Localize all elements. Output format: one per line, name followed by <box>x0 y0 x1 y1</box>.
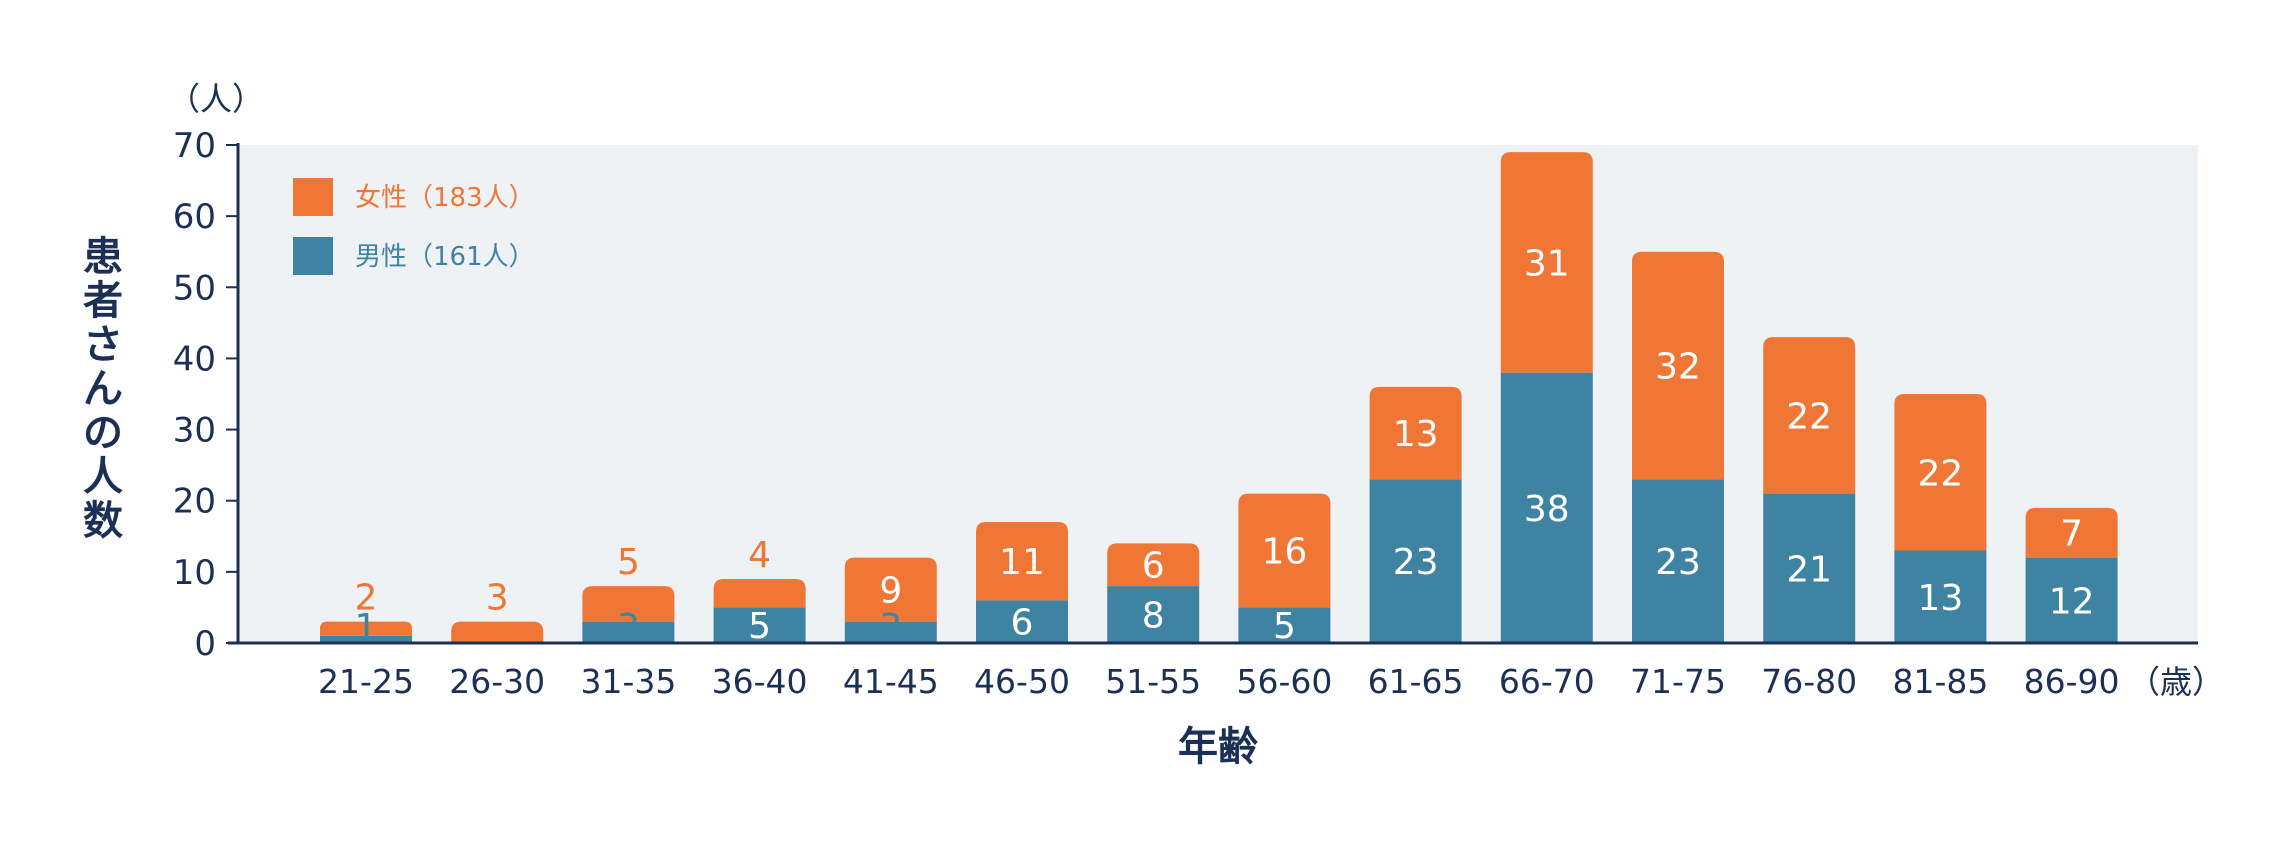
legend-label-female: 女性（183人） <box>355 183 535 213</box>
x-tick-label: 51-55 <box>1105 662 1201 701</box>
x-unit-label: （歳） <box>2128 663 2224 701</box>
x-tick-label: 21-25 <box>318 662 414 701</box>
data-label-male: 21 <box>1786 549 1832 590</box>
y-tick-label: 60 <box>173 197 216 237</box>
bar-male <box>1500 372 1593 643</box>
x-tick-label: 61-65 <box>1368 662 1464 701</box>
bar-male <box>976 600 1068 643</box>
y-tick-label: 20 <box>173 482 216 522</box>
bar-male <box>713 607 806 643</box>
data-label-male: 23 <box>1393 542 1439 583</box>
bar-male <box>1369 479 1462 643</box>
bar-male <box>582 621 675 643</box>
x-tick-label: 81-85 <box>1892 662 1988 701</box>
x-tick-label: 46-50 <box>974 662 1070 701</box>
plot-background <box>238 145 2198 643</box>
bar-female <box>1894 394 1987 551</box>
bar-female <box>320 621 412 636</box>
y-tick-label: 30 <box>173 411 216 451</box>
data-label-male: 6 <box>1011 603 1034 644</box>
data-label-female: 3 <box>486 578 509 619</box>
bar-female <box>1632 251 1724 480</box>
data-label-male: 1 <box>355 607 378 648</box>
data-label-male: 13 <box>1917 578 1963 619</box>
legend-label-male: 男性（161人） <box>355 242 535 272</box>
data-label-male: 23 <box>1655 542 1701 583</box>
bar-male <box>2025 557 2118 643</box>
data-label-female: 32 <box>1655 347 1701 388</box>
bar-female <box>844 557 937 622</box>
bar-female <box>1369 386 1462 480</box>
data-label-female: 22 <box>1786 396 1832 437</box>
bar-female <box>976 522 1068 601</box>
x-tick-label: 76-80 <box>1761 662 1857 701</box>
data-label-female: 9 <box>879 571 902 612</box>
legend: 女性（183人） 男性（161人） <box>293 178 535 275</box>
bar-male <box>1763 493 1856 643</box>
data-label-male: 8 <box>1142 596 1165 637</box>
data-label-male: 12 <box>2049 581 2095 622</box>
data-label-female: 4 <box>748 535 771 576</box>
y-axis-title: 患者さんの人数 <box>83 234 123 544</box>
x-tick-label: 86-90 <box>2024 662 2120 701</box>
x-ticks-group: 21-25 26-30 31-35 36-40 41-45 46-50 51-55 56-60… <box>318 662 2119 701</box>
x-tick-label: 31-35 <box>580 662 676 701</box>
y-tick-label: 40 <box>173 339 216 379</box>
y-tick-label: 10 <box>173 553 216 593</box>
bar-female <box>713 578 806 608</box>
x-tick-label: 26-30 <box>449 662 545 701</box>
data-label-male: 5 <box>1273 606 1296 647</box>
bar-female <box>1500 152 1593 373</box>
bar-female <box>582 586 675 622</box>
y-tick-label: 70 <box>173 126 216 166</box>
bar-male <box>320 635 412 643</box>
data-label-male: 38 <box>1524 489 1570 530</box>
y-ticks-group: 0 10 20 30 40 50 60 70 <box>173 126 238 664</box>
bar-male <box>1107 586 1200 643</box>
y-unit-label: （人） <box>168 80 264 118</box>
bar-male <box>1894 550 1987 643</box>
bar-male <box>1238 607 1331 643</box>
bar-female <box>1238 493 1331 608</box>
data-label-male: 3 <box>879 607 902 648</box>
x-axis-title: 年齢 <box>1178 724 1258 770</box>
data-label-female: 7 <box>2060 514 2083 555</box>
x-tick-label: 71-75 <box>1630 662 1726 701</box>
bar-female <box>451 621 544 643</box>
data-label-male: 3 <box>617 607 640 648</box>
data-label-female: 2 <box>355 578 378 619</box>
bar-female <box>1107 543 1200 587</box>
bar-male <box>1632 479 1724 643</box>
bars-group <box>320 152 2118 643</box>
bar-male <box>844 621 937 643</box>
x-tick-label: 41-45 <box>843 662 939 701</box>
data-label-male: 5 <box>748 606 771 647</box>
legend-swatch-female <box>293 178 333 216</box>
x-tick-label: 36-40 <box>712 662 808 701</box>
bar-female <box>2025 507 2118 558</box>
data-label-female: 22 <box>1917 453 1963 494</box>
x-tick-label: 56-60 <box>1236 662 1332 701</box>
y-tick-label: 50 <box>173 268 216 308</box>
x-tick-label: 66-70 <box>1499 662 1595 701</box>
data-label-female: 16 <box>1261 532 1307 573</box>
y-tick-label: 0 <box>194 624 216 664</box>
data-label-female: 6 <box>1142 546 1165 587</box>
data-label-female: 5 <box>617 542 640 583</box>
bar-female <box>1763 337 1856 494</box>
data-label-female: 31 <box>1524 243 1570 284</box>
legend-swatch-male <box>293 237 333 275</box>
data-label-female: 13 <box>1393 414 1439 455</box>
data-label-female: 11 <box>999 542 1045 583</box>
